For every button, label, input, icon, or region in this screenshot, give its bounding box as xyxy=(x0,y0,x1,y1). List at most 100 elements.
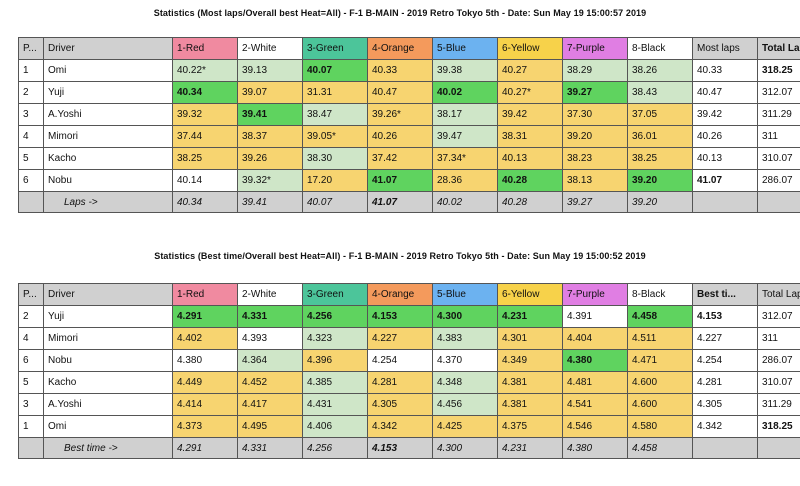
column-header: 2-White xyxy=(237,283,303,306)
lane-cell: 4.541 xyxy=(562,393,628,416)
table-row: 5 Kacho 4.449 4.452 4.385 4.281 4.348 4.381 4.48… xyxy=(18,371,800,394)
lane-cell: 4.393 xyxy=(237,327,303,350)
column-header: 8-Black xyxy=(627,37,693,60)
driver-cell: A.Yoshi xyxy=(43,103,173,126)
column-header: Driver xyxy=(43,283,173,306)
summary-empty-cell xyxy=(692,191,758,213)
lane-cell: 39.07 xyxy=(237,81,303,104)
lane-cell: 40.34 xyxy=(172,81,238,104)
total-laps-cell: 310.07 xyxy=(757,371,800,394)
lane-cell: 4.380 xyxy=(562,349,628,372)
column-header: 1-Red xyxy=(172,37,238,60)
summary-label: Best time -> xyxy=(43,437,173,459)
column-header: 6-Yellow xyxy=(497,283,563,306)
lane-cell: 4.600 xyxy=(627,393,693,416)
position-cell: 6 xyxy=(18,349,44,372)
lane-cell: 4.300 xyxy=(432,305,498,328)
summary-cell: 4.291 xyxy=(172,437,238,459)
best-cell: 4.305 xyxy=(692,393,758,416)
total-laps-cell: 318.25 xyxy=(757,59,800,82)
column-header: 4-Orange xyxy=(367,37,433,60)
position-cell: 1 xyxy=(18,415,44,438)
total-laps-cell: 318.25 xyxy=(757,415,800,438)
column-header: Total Laps xyxy=(757,283,800,306)
lane-cell: 4.396 xyxy=(302,349,368,372)
lane-cell: 38.23 xyxy=(562,147,628,170)
lane-cell: 4.495 xyxy=(237,415,303,438)
column-header: 7-Purple xyxy=(562,283,628,306)
most-laps-body: 1 Omi 40.22* 39.13 40.07 40.33 39.38 40.27 38.29… xyxy=(18,59,800,213)
lane-cell: 39.41 xyxy=(237,103,303,126)
lane-cell: 40.22* xyxy=(172,59,238,82)
position-cell: 2 xyxy=(18,81,44,104)
column-header: 2-White xyxy=(237,37,303,60)
lane-cell: 4.402 xyxy=(172,327,238,350)
best-cell: 4.254 xyxy=(692,349,758,372)
lane-cell: 4.349 xyxy=(497,349,563,372)
table-row: 2 Yuji 4.291 4.331 4.256 4.153 4.300 4.231 4.391… xyxy=(18,305,800,328)
position-cell: 6 xyxy=(18,169,44,192)
driver-cell: A.Yoshi xyxy=(43,393,173,416)
lane-cell: 4.227 xyxy=(367,327,433,350)
lane-cell: 4.381 xyxy=(497,393,563,416)
lane-cell: 4.373 xyxy=(172,415,238,438)
best-cell: 4.227 xyxy=(692,327,758,350)
lane-cell: 39.26* xyxy=(367,103,433,126)
best-time-header-row: P... Driver 1-Red 2-White 3-Green 4-Orange 5-B… xyxy=(18,283,800,306)
lane-cell: 38.25 xyxy=(172,147,238,170)
most-laps-title: Statistics (Most laps/Overall best Heat=… xyxy=(153,8,647,18)
lane-cell: 37.30 xyxy=(562,103,628,126)
table-row: 6 Nobu 4.380 4.364 4.396 4.254 4.370 4.349 4.380… xyxy=(18,349,800,372)
summary-pos-cell xyxy=(18,437,44,459)
column-header: 3-Green xyxy=(302,37,368,60)
lane-cell: 36.01 xyxy=(627,125,693,148)
lane-cell: 39.47 xyxy=(432,125,498,148)
table-row: 1 Omi 40.22* 39.13 40.07 40.33 39.38 40.27 38.29… xyxy=(18,59,800,82)
driver-cell: Yuji xyxy=(43,81,173,104)
lane-cell: 17.20 xyxy=(302,169,368,192)
best-time-body: 2 Yuji 4.291 4.331 4.256 4.153 4.300 4.231 4.391… xyxy=(18,305,800,459)
driver-cell: Nobu xyxy=(43,349,173,372)
lane-cell: 39.20 xyxy=(562,125,628,148)
position-cell: 3 xyxy=(18,393,44,416)
summary-cell: 40.34 xyxy=(172,191,238,213)
lane-cell: 4.406 xyxy=(302,415,368,438)
lane-cell: 38.47 xyxy=(302,103,368,126)
summary-empty-cell xyxy=(757,437,800,459)
column-header: 6-Yellow xyxy=(497,37,563,60)
lane-cell: 41.07 xyxy=(367,169,433,192)
driver-cell: Nobu xyxy=(43,169,173,192)
lane-cell: 28.36 xyxy=(432,169,498,192)
summary-cell: 40.02 xyxy=(432,191,498,213)
lane-cell: 4.254 xyxy=(367,349,433,372)
summary-cell: 39.20 xyxy=(627,191,693,213)
best-time-title: Statistics (Best time/Overall best Heat=… xyxy=(154,251,646,261)
lane-cell: 4.381 xyxy=(497,371,563,394)
lane-cell: 4.425 xyxy=(432,415,498,438)
lane-cell: 4.431 xyxy=(302,393,368,416)
column-header: Best ti... xyxy=(692,283,758,306)
column-header: Driver xyxy=(43,37,173,60)
lane-cell: 4.323 xyxy=(302,327,368,350)
lane-cell: 39.32* xyxy=(237,169,303,192)
summary-row: Laps -> 40.34 39.41 40.07 41.07 40.02 40.28 39.… xyxy=(18,191,800,213)
position-cell: 2 xyxy=(18,305,44,328)
best-cell: 40.13 xyxy=(692,147,758,170)
table-row: 4 Mimori 37.44 38.37 39.05* 40.26 39.47 38.31 39… xyxy=(18,125,800,148)
lane-cell: 39.05* xyxy=(302,125,368,148)
lane-cell: 40.02 xyxy=(432,81,498,104)
best-cell: 4.342 xyxy=(692,415,758,438)
column-header: Total Laps xyxy=(757,37,800,60)
lane-cell: 4.231 xyxy=(497,305,563,328)
summary-cell: 4.231 xyxy=(497,437,563,459)
total-laps-cell: 311 xyxy=(757,327,800,350)
column-header: 5-Blue xyxy=(432,283,498,306)
lane-cell: 40.13 xyxy=(497,147,563,170)
lane-cell: 4.370 xyxy=(432,349,498,372)
lane-cell: 39.13 xyxy=(237,59,303,82)
lane-cell: 4.449 xyxy=(172,371,238,394)
summary-cell: 40.28 xyxy=(497,191,563,213)
lane-cell: 4.391 xyxy=(562,305,628,328)
most-laps-sheet: Statistics (Most laps/Overall best Heat=… xyxy=(0,0,800,213)
table-row: 3 A.Yoshi 4.414 4.417 4.431 4.305 4.456 4.381 4.… xyxy=(18,393,800,416)
